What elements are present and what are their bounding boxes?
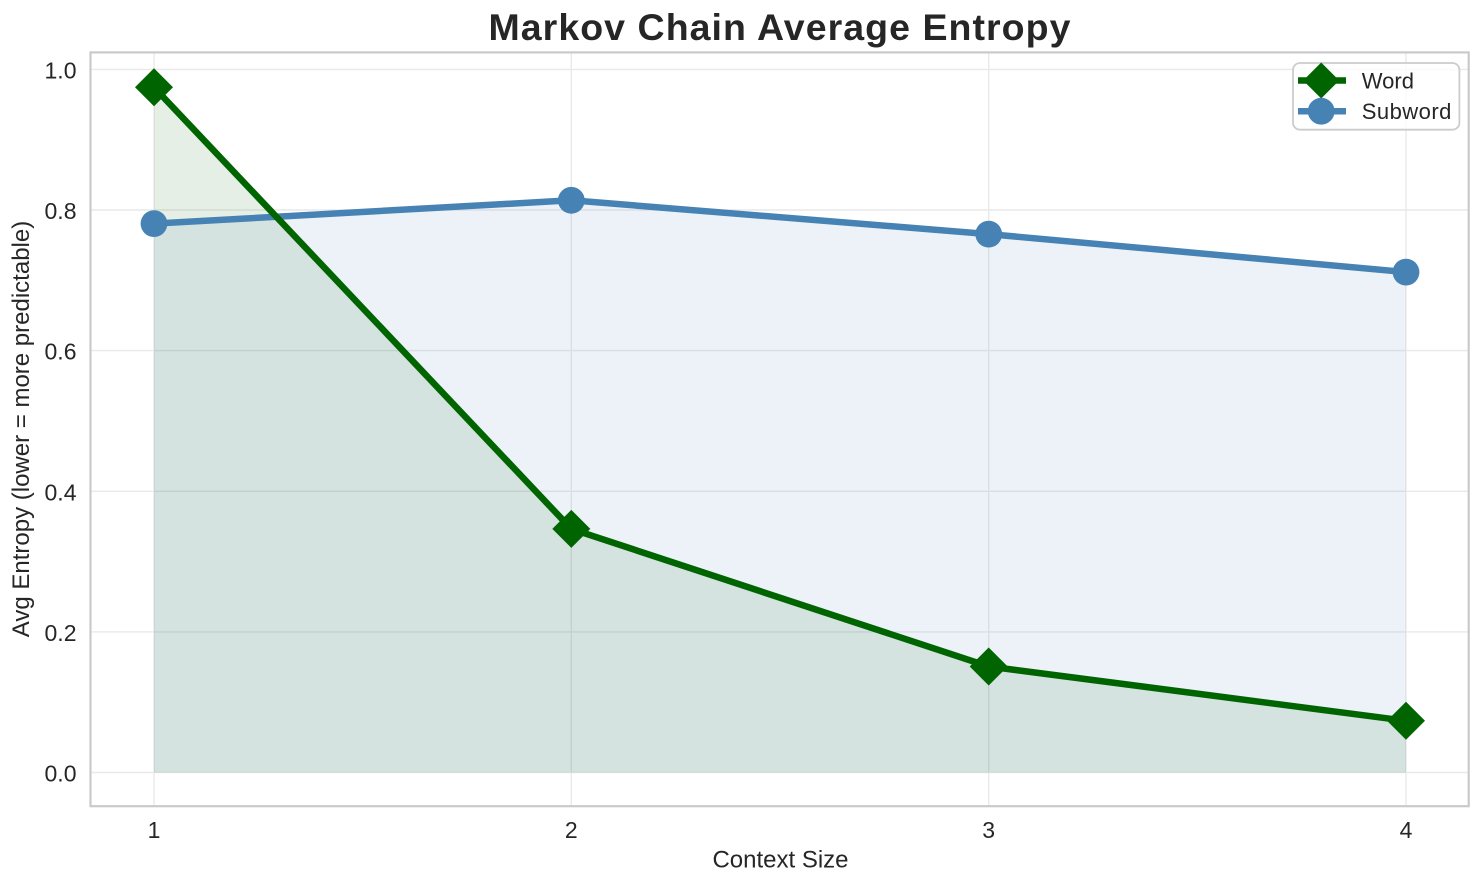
svg-text:3: 3 xyxy=(982,817,995,843)
svg-text:Markov Chain Average Entropy: Markov Chain Average Entropy xyxy=(488,6,1071,48)
svg-text:1: 1 xyxy=(148,817,161,843)
svg-text:Avg Entropy (lower = more pred: Avg Entropy (lower = more predictable) xyxy=(8,221,35,637)
svg-text:Word: Word xyxy=(1362,68,1414,93)
svg-text:0.6: 0.6 xyxy=(45,339,77,365)
svg-text:0.8: 0.8 xyxy=(45,198,77,224)
svg-text:Subword: Subword xyxy=(1362,99,1452,124)
svg-text:0.2: 0.2 xyxy=(45,620,77,646)
svg-text:4: 4 xyxy=(1400,817,1413,843)
svg-text:2: 2 xyxy=(565,817,578,843)
svg-text:Context Size: Context Size xyxy=(712,846,848,873)
svg-text:1.0: 1.0 xyxy=(45,57,77,83)
svg-text:0.4: 0.4 xyxy=(45,479,77,505)
svg-text:0.0: 0.0 xyxy=(45,761,77,787)
